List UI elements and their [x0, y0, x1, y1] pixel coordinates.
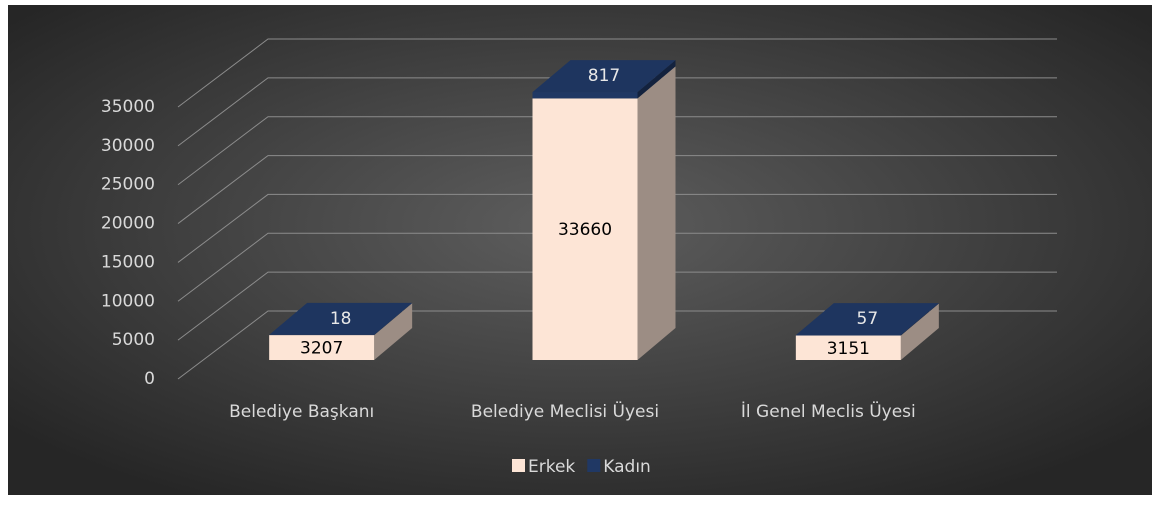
bar-side [900, 303, 939, 336]
y-tick-label: 0 [144, 369, 155, 389]
grid-line [177, 310, 1057, 380]
bar-top [532, 60, 676, 93]
bar [269, 335, 375, 360]
data-label: 3207 [300, 339, 343, 359]
bar-side [900, 303, 939, 360]
grid-line [177, 232, 1057, 302]
bar-side [374, 302, 413, 336]
legend-swatch [512, 459, 525, 472]
x-tick-label: Belediye Meclisi Üyesi [471, 400, 659, 422]
grid-line [177, 77, 1057, 147]
x-tick-label: Belediye Başkanı [229, 402, 374, 422]
y-tick-label: 25000 [101, 175, 155, 195]
bar [795, 335, 901, 360]
y-tick-label: 20000 [101, 214, 155, 234]
y-tick-label: 10000 [101, 291, 155, 311]
data-label: 817 [588, 66, 620, 86]
data-label: 3151 [827, 339, 870, 359]
y-tick-label: 35000 [101, 97, 155, 117]
grid-line [177, 193, 1057, 263]
bar-side [637, 60, 676, 99]
legend-label: Kadın [603, 457, 651, 477]
bar-top [795, 303, 939, 336]
legend-label: Erkek [528, 457, 575, 477]
grid-line [177, 116, 1057, 186]
bar-side [374, 303, 413, 360]
bar-side [637, 66, 676, 361]
grid-line [177, 155, 1057, 224]
bar-top [269, 302, 413, 335]
data-label: 57 [857, 309, 879, 329]
x-tick-label: İl Genel Meclis Üyesi [741, 400, 916, 422]
data-label: 33660 [558, 220, 612, 240]
legend-swatch [587, 459, 601, 472]
y-tick-label: 30000 [101, 136, 155, 156]
bar [532, 92, 638, 99]
grid-line [177, 38, 1057, 108]
y-tick-label: 5000 [112, 330, 155, 350]
bar [532, 98, 638, 361]
data-label: 18 [330, 309, 352, 329]
grid-line [177, 271, 1057, 341]
y-tick-label: 15000 [101, 252, 155, 272]
